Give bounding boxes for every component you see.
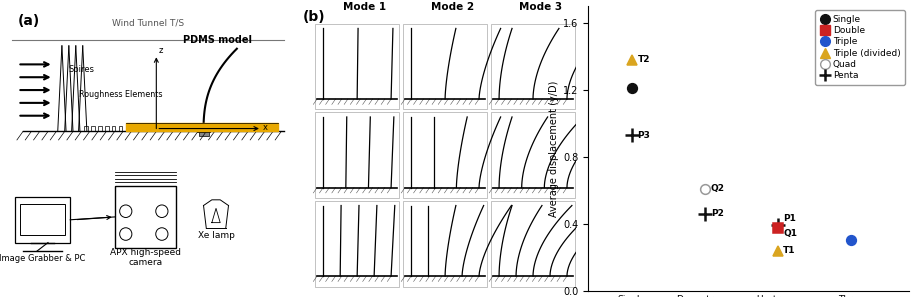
Bar	[119, 126, 122, 131]
Bar	[91, 126, 95, 131]
Bar	[20, 204, 65, 236]
Bar	[105, 126, 109, 131]
Text: (b): (b)	[303, 10, 325, 24]
Bar	[315, 113, 399, 198]
Bar	[15, 197, 70, 243]
Text: Roughness Elements: Roughness Elements	[79, 90, 162, 99]
Text: P1: P1	[783, 214, 796, 223]
Text: T2: T2	[638, 55, 650, 64]
Y-axis label: Average displacement (y/D): Average displacement (y/D)	[548, 80, 558, 217]
Legend: Single, Double, Triple, Triple (divided), Quad, Penta: Single, Double, Triple, Triple (divided)…	[815, 10, 905, 85]
Text: Spires: Spires	[69, 64, 95, 74]
Text: Wind Tunnel T/S: Wind Tunnel T/S	[112, 19, 184, 28]
Bar	[315, 24, 399, 110]
Bar	[114, 186, 175, 248]
Bar	[403, 113, 487, 198]
Text: (a): (a)	[17, 15, 39, 29]
Text: Mode 2: Mode 2	[431, 2, 474, 12]
Text: P2: P2	[711, 209, 724, 218]
Text: z: z	[159, 46, 164, 55]
Text: PDMS model: PDMS model	[183, 35, 252, 45]
Text: Mode 1: Mode 1	[344, 2, 387, 12]
Text: T1: T1	[783, 246, 795, 255]
Bar	[315, 201, 399, 287]
Text: Mode 3: Mode 3	[519, 2, 562, 12]
Bar	[492, 113, 575, 198]
Text: Q2: Q2	[711, 184, 725, 193]
Bar	[199, 131, 209, 136]
Text: Xe lamp: Xe lamp	[197, 231, 235, 240]
Bar	[84, 126, 88, 131]
Bar	[98, 126, 101, 131]
Text: Image Grabber & PC: Image Grabber & PC	[0, 254, 86, 263]
Bar	[492, 201, 575, 287]
Text: APX high-speed: APX high-speed	[110, 248, 181, 257]
Text: camera: camera	[128, 258, 163, 267]
Bar	[126, 124, 279, 131]
Text: Q1: Q1	[783, 229, 797, 238]
Bar	[492, 24, 575, 110]
Bar	[112, 126, 115, 131]
Bar	[403, 201, 487, 287]
Text: P3: P3	[638, 131, 651, 140]
Bar	[403, 24, 487, 110]
Text: x: x	[263, 123, 268, 132]
